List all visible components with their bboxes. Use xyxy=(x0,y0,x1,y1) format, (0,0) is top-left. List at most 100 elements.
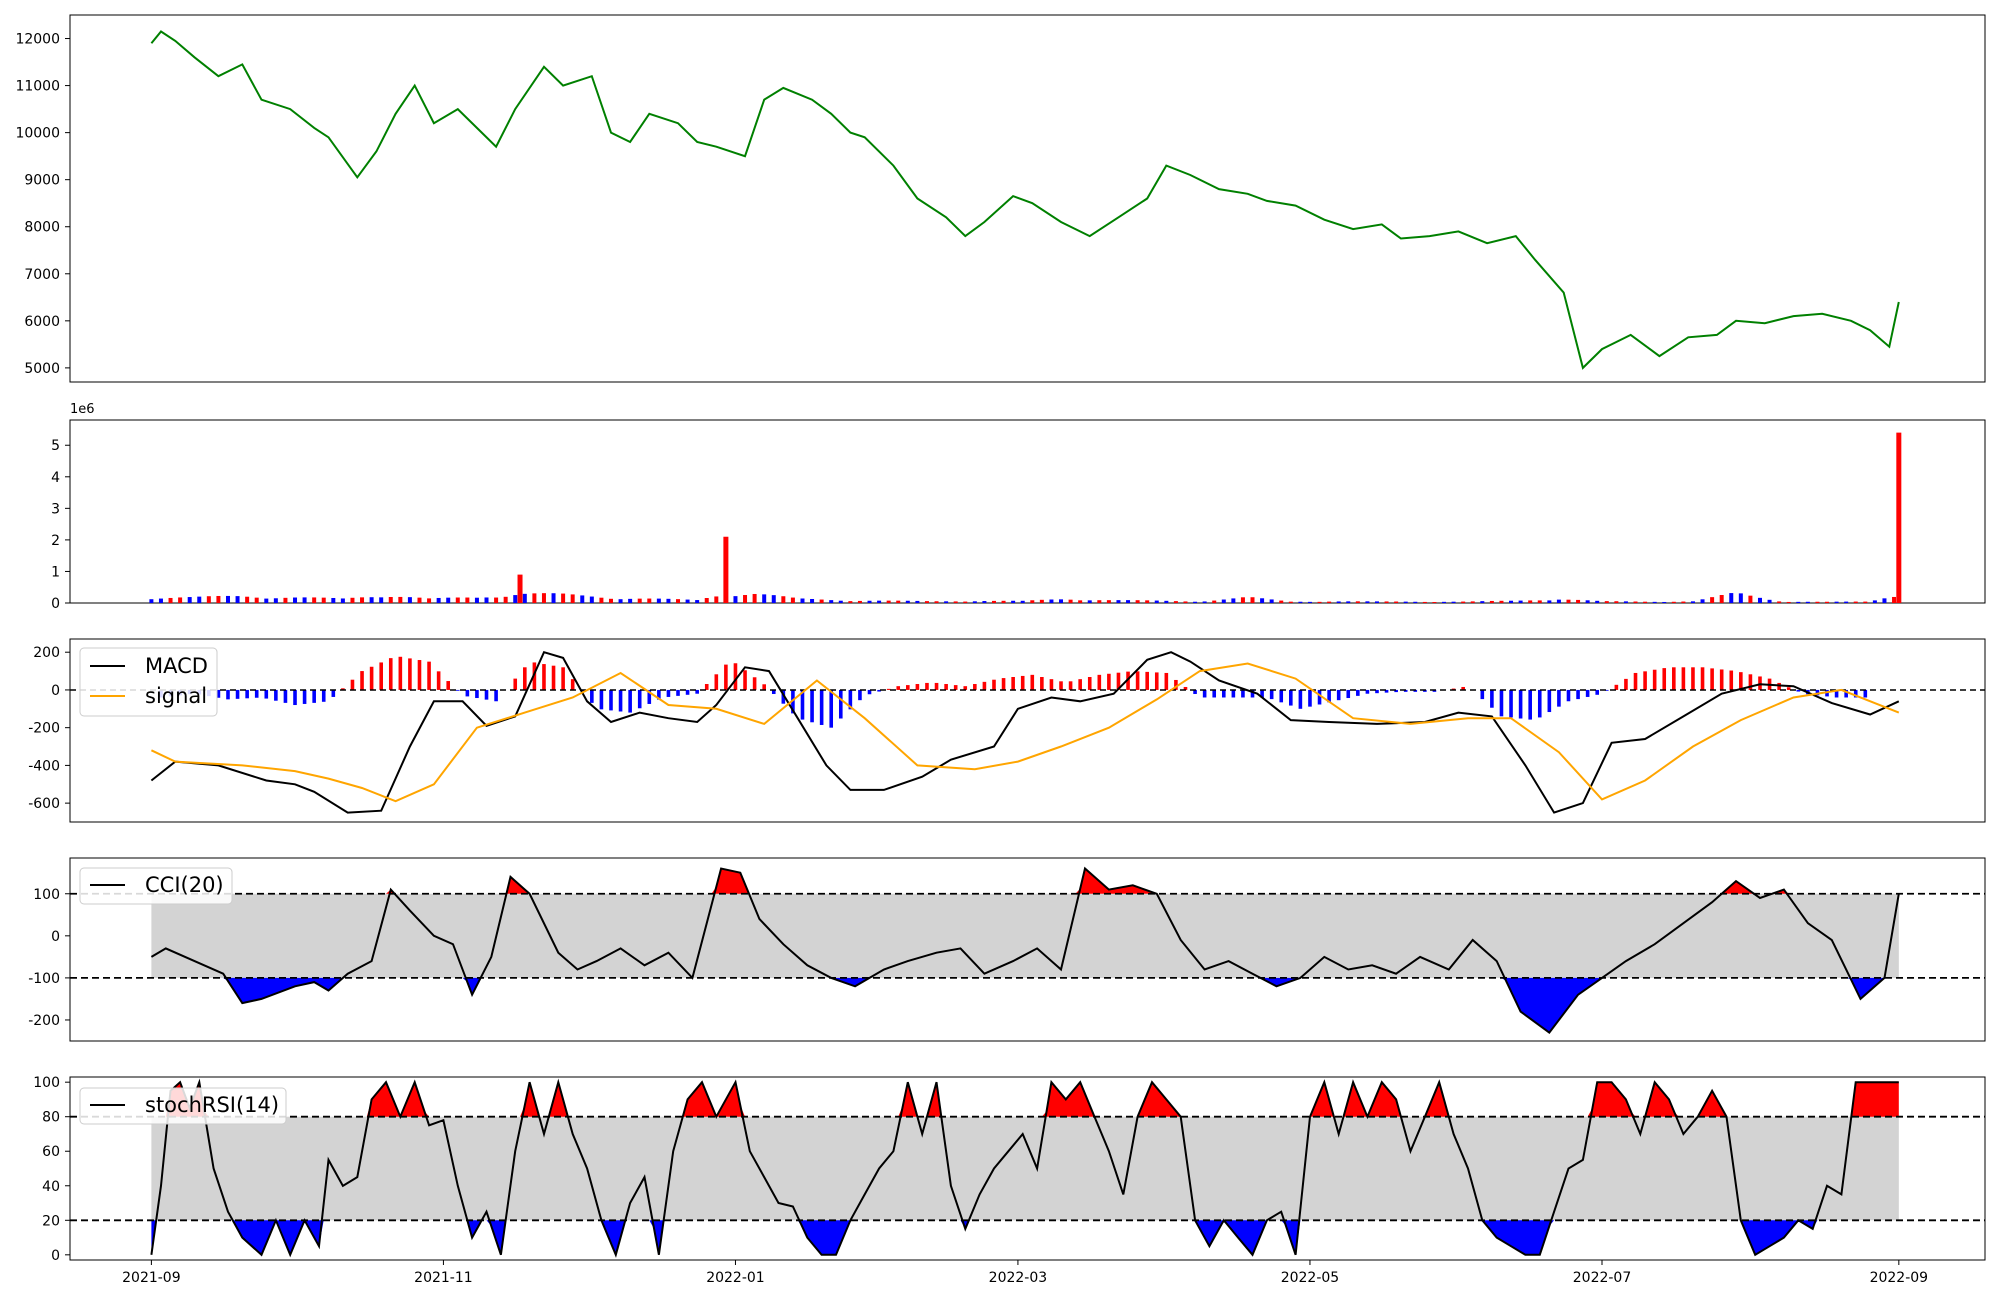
cci-line xyxy=(150,866,1900,1034)
macd-histogram-bar xyxy=(1107,673,1111,690)
macd-histogram-bar xyxy=(647,689,652,704)
x-tick-label: 2022-09 xyxy=(1870,1270,1929,1286)
stoch-frame xyxy=(69,1076,1986,1261)
volume-bar xyxy=(1604,601,1609,603)
cci-legend-box xyxy=(79,867,233,905)
volume-panel: 1e6 0 1 2 3 4 5 xyxy=(51,402,1986,612)
volume-bar xyxy=(474,597,479,603)
macd-histogram-bar xyxy=(1786,687,1791,690)
volume-bar xyxy=(1145,600,1150,603)
volume-bar xyxy=(1652,601,1657,603)
macd-histogram-bar xyxy=(1815,689,1820,696)
volume-bar xyxy=(1049,599,1054,603)
macd-histogram-bar xyxy=(1834,689,1839,698)
macd-histogram-bar xyxy=(1250,689,1255,698)
macd-histogram-bar xyxy=(1164,672,1169,690)
cci-ytick-label: -100 xyxy=(28,971,60,987)
volume-bar xyxy=(1068,599,1073,603)
macd-histogram-bar xyxy=(829,689,834,728)
macd-histogram-bar xyxy=(1863,689,1868,698)
macd-histogram-bar xyxy=(532,662,537,690)
volume-bar xyxy=(1690,601,1695,603)
macd-histogram-bar xyxy=(1001,678,1006,690)
macd-histogram-bar xyxy=(1672,667,1676,690)
volume-bar xyxy=(810,598,815,603)
macd-ytick-label: -600 xyxy=(28,796,60,812)
macd-histogram-bar xyxy=(724,664,728,690)
volume-bar xyxy=(1556,599,1561,603)
macd-histogram-bar xyxy=(1116,672,1121,690)
macd-histogram-bar xyxy=(1097,674,1102,690)
macd-histogram-bar xyxy=(1777,682,1781,690)
stoch-band xyxy=(151,1116,1899,1221)
macd-histogram-bar xyxy=(657,689,661,700)
cci-ytick-label: 100 xyxy=(33,887,60,903)
volume-bar xyxy=(1614,601,1619,603)
macd-histogram-bar xyxy=(1729,670,1734,690)
macd-histogram-bar xyxy=(743,670,747,690)
macd-histogram-bar xyxy=(513,678,518,690)
x-tick-label: 2022-07 xyxy=(1573,1270,1632,1286)
macd-histogram-bar xyxy=(1643,671,1647,690)
stoch-line xyxy=(150,1078,1899,1258)
volume-bar xyxy=(618,599,623,603)
volume-bar xyxy=(570,594,575,603)
macd-histogram-bar xyxy=(427,661,431,690)
price-ytick-label: 7000 xyxy=(24,267,60,283)
volume-bar xyxy=(800,598,805,603)
stochrsi-legend: stochRSI(14) xyxy=(79,1087,287,1125)
volume-bar xyxy=(369,597,374,603)
volume-bar xyxy=(494,597,499,603)
volume-bar xyxy=(685,599,690,603)
volume-bar xyxy=(972,601,977,603)
x-axis: 2021-09 2021-11 2022-01 2022-03 2022-05 2022-… xyxy=(122,1260,1928,1286)
volume-bar xyxy=(1470,601,1475,603)
volume-bar xyxy=(1480,601,1485,603)
stoch-ytick-label: 40 xyxy=(42,1179,60,1195)
volume-bar-spike xyxy=(1896,432,1902,603)
volume-bar xyxy=(1154,600,1159,603)
macd-ytick-label: 200 xyxy=(33,645,60,661)
macd-histogram-bar xyxy=(1509,689,1513,718)
macd-histogram-bar xyxy=(992,679,996,690)
macd-histogram-bar xyxy=(1011,677,1015,690)
macd-histogram-bar xyxy=(896,686,901,690)
volume-bar xyxy=(1078,600,1083,603)
macd-histogram-bar xyxy=(1174,679,1178,690)
volume-bar xyxy=(1461,601,1466,603)
volume-bar xyxy=(340,598,345,603)
volume-bar xyxy=(1671,601,1676,603)
volume-bar xyxy=(1585,600,1590,603)
volume-bar xyxy=(1288,601,1293,603)
macd-histogram-bar xyxy=(819,689,824,725)
macd-histogram-bar xyxy=(1183,686,1188,690)
macd-histogram-bar xyxy=(704,684,709,690)
macd-histogram-bar xyxy=(341,688,345,690)
volume-bar xyxy=(1307,601,1312,603)
volume-bar xyxy=(905,600,910,603)
cci-oversold-fill xyxy=(151,977,1899,1033)
volume-bar xyxy=(1442,601,1447,603)
volume-bar xyxy=(225,595,230,603)
volume-ytick-label: 2 xyxy=(51,533,60,549)
macd-histogram-bar xyxy=(417,660,422,690)
volume-bar xyxy=(321,597,326,603)
macd-histogram-bar xyxy=(714,674,719,690)
volume-bar xyxy=(158,598,163,603)
volume-bar xyxy=(1863,601,1868,603)
macd-histogram-bar xyxy=(293,689,297,706)
volume-bar xyxy=(857,600,862,603)
macd-histogram-bar xyxy=(1796,689,1801,692)
macd-histogram-bar xyxy=(1700,667,1705,690)
macd-histogram-bar xyxy=(350,679,355,690)
macd-histogram-bar xyxy=(1480,689,1485,700)
volume-bar xyxy=(436,597,441,603)
macd-histogram-bar xyxy=(1461,686,1465,690)
macd-histogram-bar xyxy=(1260,689,1264,698)
x-tick-label: 2021-09 xyxy=(122,1270,181,1286)
macd-histogram-bar xyxy=(953,685,958,690)
macd-histogram-bar xyxy=(590,689,594,703)
volume-bar xyxy=(206,596,211,603)
volume-ytick-label: 0 xyxy=(51,596,60,612)
volume-bar-spike xyxy=(517,574,523,603)
